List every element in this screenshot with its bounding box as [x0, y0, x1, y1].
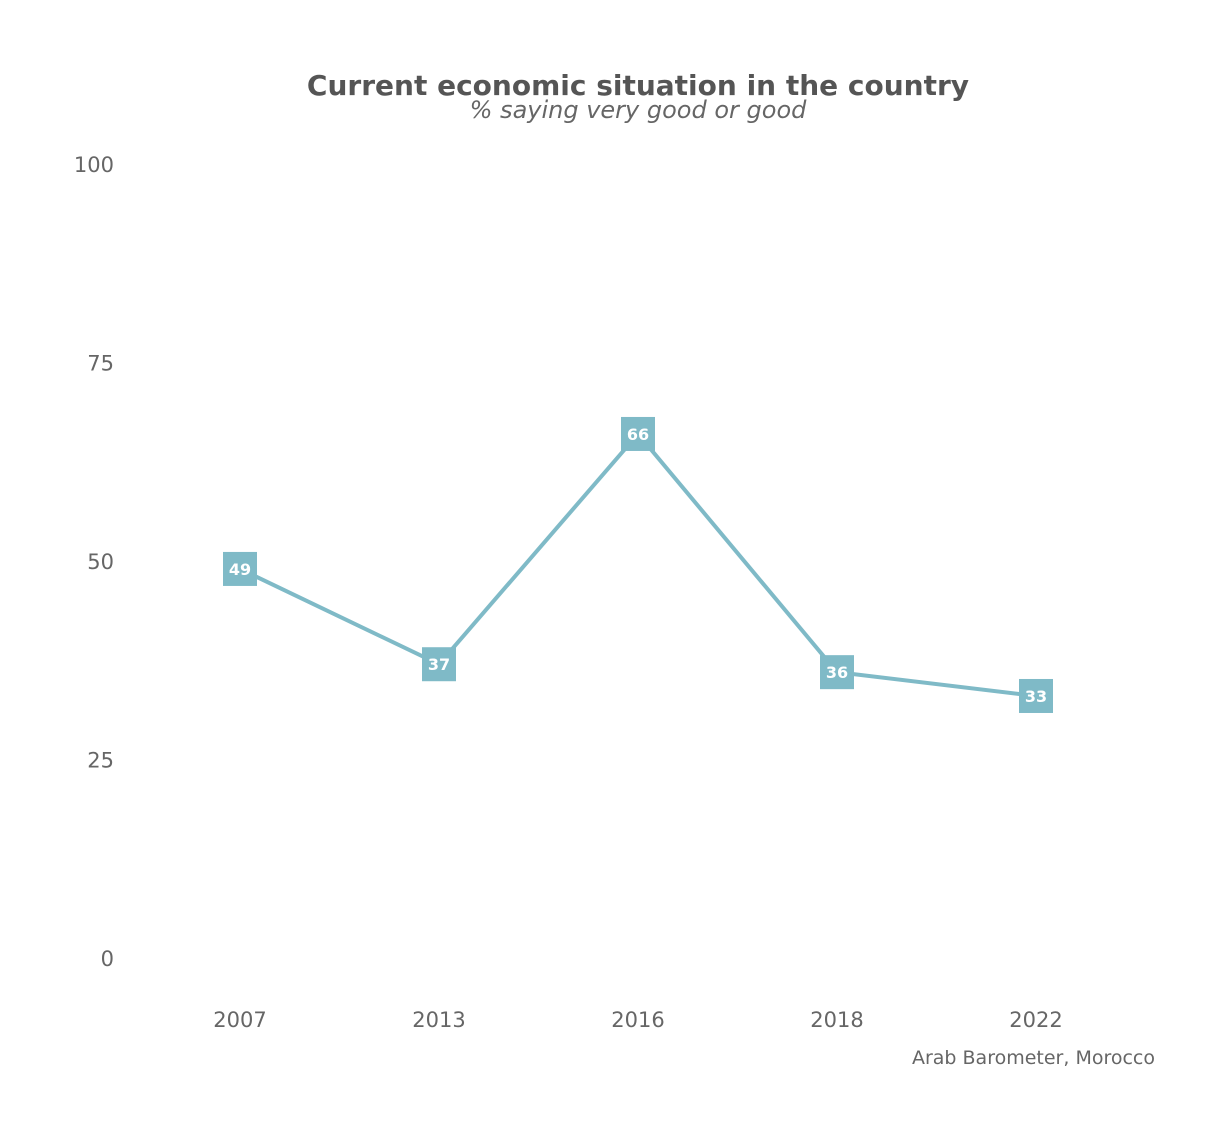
data-point-marker: [422, 647, 456, 682]
y-tick-label: 0: [101, 947, 114, 971]
series-lines: [238, 431, 1038, 698]
y-tick-label: 100: [74, 153, 114, 177]
data-point-marker: [1019, 678, 1053, 713]
data-label: 33: [1025, 687, 1047, 706]
data-label: 66: [627, 425, 649, 444]
data-point-marker: [223, 551, 257, 586]
chart-caption: Arab Barometer, Morocco: [912, 1047, 1155, 1069]
x-tick-label: 2016: [611, 1008, 664, 1032]
y-axis: 0 25 50 75 100: [74, 153, 114, 971]
chart-subtitle: % saying very good or good: [470, 96, 808, 124]
data-point-marker: [621, 416, 655, 451]
x-tick-label: 2022: [1009, 1008, 1062, 1032]
series-line: [238, 431, 1038, 698]
data-label: 36: [826, 663, 848, 682]
data-point-marker: [820, 655, 854, 690]
y-tick-label: 75: [87, 352, 114, 376]
data-label: 49: [229, 560, 251, 579]
x-tick-label: 2013: [412, 1008, 465, 1032]
chart-title: Current economic situation in the countr…: [307, 69, 969, 102]
y-tick-label: 50: [87, 550, 114, 574]
data-label: 37: [428, 655, 450, 674]
x-tick-label: 2007: [213, 1008, 266, 1032]
data-points: 49 37 66 36 33: [223, 416, 1053, 713]
x-tick-label: 2018: [810, 1008, 863, 1032]
x-axis: 2007 2013 2016 2018 2022: [213, 1008, 1062, 1032]
y-tick-label: 25: [87, 749, 114, 773]
